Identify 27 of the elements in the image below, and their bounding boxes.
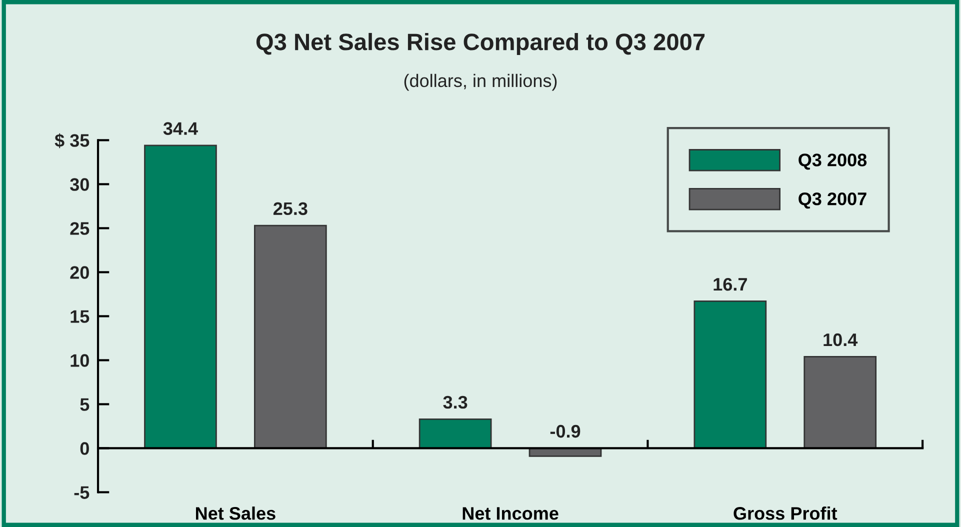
data-label: 3.3 bbox=[443, 396, 468, 409]
y-tick-label: -5 bbox=[74, 486, 90, 499]
data-label: 25.3 bbox=[273, 202, 308, 216]
y-tick-label: 25 bbox=[70, 222, 90, 235]
bar bbox=[804, 356, 877, 449]
x-tick-label: Gross Profit bbox=[734, 506, 838, 520]
legend-label: Q3 2008 bbox=[798, 154, 867, 170]
chart-subtitle: (dollars, in millions) bbox=[404, 74, 557, 91]
x-tick-label: Net Income bbox=[462, 507, 558, 520]
bar bbox=[418, 418, 492, 449]
bar bbox=[694, 300, 767, 449]
y-tick-label: 5 bbox=[80, 398, 90, 411]
data-label: 16.7 bbox=[714, 278, 747, 291]
y-tick-label: 20 bbox=[70, 266, 89, 279]
bar bbox=[144, 144, 217, 449]
data-label: 10.4 bbox=[824, 333, 858, 346]
y-tick-label: 10 bbox=[70, 354, 89, 367]
y-tick-label: $ 35 bbox=[54, 133, 90, 148]
chart-title: Q3 Net Sales Rise Compared to Q3 2007 bbox=[256, 32, 705, 55]
y-tick-label: 15 bbox=[70, 310, 90, 323]
y-tick-label: 30 bbox=[70, 178, 89, 191]
bar bbox=[254, 224, 327, 449]
x-tick-label: Net Sales bbox=[196, 506, 276, 520]
y-tick-label: 0 bbox=[80, 442, 89, 455]
data-label: 34.4 bbox=[163, 122, 198, 135]
data-label: -0.9 bbox=[550, 424, 580, 438]
legend-label: Q3 2007 bbox=[798, 192, 866, 209]
